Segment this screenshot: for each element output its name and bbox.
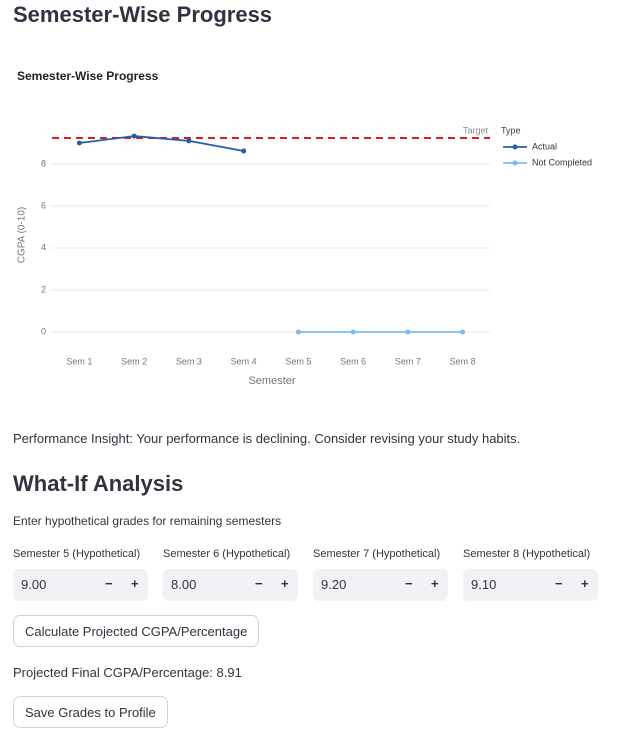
- y-tick-label: 8: [41, 158, 46, 168]
- target-label: Target: [463, 125, 489, 135]
- decrement[interactable]: −: [105, 576, 113, 591]
- number-input[interactable]: 8.00 − +: [163, 569, 298, 601]
- y-axis-label: CGPA (0-10): [17, 207, 28, 264]
- x-tick-label: Sem 6: [340, 356, 366, 366]
- x-tick-label: Sem 5: [285, 356, 311, 366]
- decrement[interactable]: −: [555, 576, 563, 591]
- save-button[interactable]: Save Grades to Profile: [13, 696, 168, 728]
- decrement[interactable]: −: [405, 576, 413, 591]
- point: [131, 133, 137, 139]
- calculate-button[interactable]: Calculate Projected CGPA/Percentage: [13, 615, 260, 647]
- series-line: [79, 135, 244, 152]
- y-tick-label: 2: [41, 284, 46, 294]
- x-tick-label: Sem 3: [176, 356, 202, 366]
- section-subtitle: Enter hypothetical grades for remaining …: [13, 514, 282, 528]
- result: Projected Final CGPA/Percentage: 8.91: [13, 665, 242, 680]
- insight: Performance Insight: Your performance is…: [13, 431, 521, 446]
- point: [350, 329, 356, 335]
- input-value[interactable]: 9.20: [321, 577, 347, 592]
- input-label: Semester 6 (Hypothetical): [163, 548, 291, 560]
- x-tick-label: Sem 1: [66, 356, 92, 366]
- increment[interactable]: +: [131, 576, 139, 591]
- point: [241, 148, 247, 154]
- point: [295, 329, 301, 335]
- y-tick-label: 4: [41, 242, 46, 252]
- point: [186, 138, 192, 144]
- point: [460, 329, 466, 335]
- input-value[interactable]: 9.10: [471, 577, 497, 592]
- decrement[interactable]: −: [255, 576, 263, 591]
- page-title: Semester-Wise Progress: [13, 2, 273, 27]
- legend-marker: [512, 160, 518, 166]
- point: [405, 329, 411, 335]
- input-label: Semester 7 (Hypothetical): [313, 548, 441, 560]
- y-tick-label: 0: [41, 326, 46, 336]
- chart-title: Semester-Wise Progress: [17, 69, 159, 83]
- x-tick-label: Sem 8: [450, 356, 476, 366]
- legend-label: Not Completed: [532, 157, 592, 167]
- input-value[interactable]: 8.00: [171, 577, 197, 592]
- chart: Semester-Wise Progress Semester CGPA (0-…: [17, 69, 592, 387]
- y-tick-label: 6: [41, 200, 46, 210]
- number-input[interactable]: 9.10 − +: [463, 569, 598, 601]
- number-input[interactable]: 9.20 − +: [313, 569, 448, 601]
- section-title: What-If Analysis: [13, 471, 184, 496]
- x-tick-label: Sem 2: [121, 356, 147, 366]
- input-label: Semester 5 (Hypothetical): [13, 548, 141, 560]
- increment[interactable]: +: [281, 576, 289, 591]
- increment[interactable]: +: [581, 576, 589, 591]
- input-label: Semester 8 (Hypothetical): [463, 548, 591, 560]
- x-tick-label: Sem 4: [231, 356, 257, 366]
- legend-marker: [512, 144, 518, 150]
- increment[interactable]: +: [431, 576, 439, 591]
- legend-label: Actual: [532, 141, 557, 151]
- number-input[interactable]: 9.00 − +: [13, 569, 148, 601]
- point: [76, 140, 82, 146]
- input-value[interactable]: 9.00: [21, 577, 47, 592]
- legend-title: Type: [501, 125, 521, 135]
- x-tick-label: Sem 7: [395, 356, 421, 366]
- x-axis-label: Semester: [248, 375, 295, 387]
